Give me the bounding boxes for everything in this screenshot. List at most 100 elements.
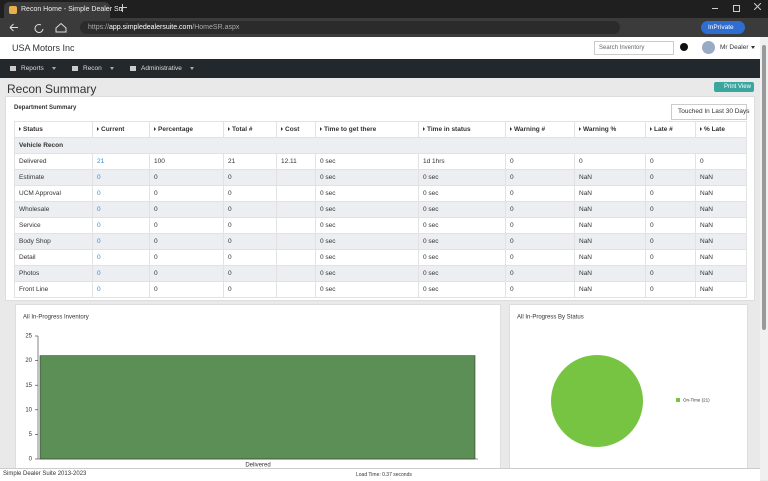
cell-text: Body Shop <box>19 238 51 245</box>
cell-text: 0 <box>700 158 704 165</box>
new-tab[interactable] <box>119 4 127 12</box>
table-cell: NaN <box>574 265 646 282</box>
cell-text: NaN <box>700 270 714 277</box>
url-scheme: https:// <box>88 24 110 31</box>
current-link[interactable]: 0 <box>97 286 101 293</box>
cell-text: 0 <box>228 238 232 245</box>
scrollbar[interactable] <box>760 37 768 480</box>
table-cell: 0 <box>223 265 277 282</box>
column-header[interactable]: % Late <box>695 121 747 138</box>
cell-text: 0 sec <box>320 238 336 245</box>
x-tick-label: Delivered <box>245 463 270 469</box>
cell-text: 0 <box>154 238 158 245</box>
cell-text: Estimate <box>19 174 45 181</box>
help-icon[interactable] <box>680 43 688 51</box>
table-cell: 0 <box>223 169 277 186</box>
cell-text: 0 <box>650 238 654 245</box>
close[interactable] <box>753 2 762 12</box>
current-link[interactable]: 0 <box>97 222 101 229</box>
cell-text: 0 sec <box>423 174 439 181</box>
caret <box>109 66 114 70</box>
user-menu[interactable]: Mr Dealer <box>720 44 755 51</box>
tab-title: Recon Home - Simple Dealer Su <box>21 6 123 13</box>
scroll-thumb[interactable] <box>762 45 766 330</box>
table-cell: NaN <box>695 169 747 186</box>
cell-text: 0 <box>510 270 514 277</box>
search-input[interactable]: Search Inventory <box>594 41 674 55</box>
cell-text: 0 sec <box>423 254 439 261</box>
cell-text: NaN <box>579 270 593 277</box>
nav-item[interactable]: Recon <box>72 65 114 72</box>
cell-text: 0 sec <box>423 222 439 229</box>
cell-text: 0 sec <box>423 238 439 245</box>
current-link[interactable]: 21 <box>97 158 105 165</box>
cell-text: 0 <box>510 286 514 293</box>
cell-text: 0 <box>510 238 514 245</box>
column-label: Total # <box>228 126 252 133</box>
y-tick-label: 20 <box>25 358 32 364</box>
table-row: Wholesale 0 0 0 0 sec 0 sec 0 NaN 0 NaN <box>14 201 747 218</box>
current-link[interactable]: 0 <box>97 190 101 197</box>
inprivate-badge[interactable]: InPrivate <box>701 21 745 34</box>
minimize[interactable] <box>712 8 718 9</box>
table-cell <box>276 201 316 218</box>
user-name: Mr Dealer <box>720 44 749 51</box>
cell-text: NaN <box>700 174 714 181</box>
company-name[interactable]: USA Motors Inc <box>12 43 75 53</box>
cell-text: 0 <box>228 270 232 277</box>
cell-text: NaN <box>700 238 714 245</box>
cell-text: 0 sec <box>320 206 336 213</box>
cell-text: 0 <box>154 222 158 229</box>
table-cell: 0 <box>223 281 277 298</box>
browser-tab[interactable]: Recon Home - Simple Dealer Su <box>4 2 123 18</box>
cell-text: 0 <box>650 174 654 181</box>
current-link[interactable]: 0 <box>97 270 101 277</box>
cell-text: 0 sec <box>320 158 336 165</box>
cell-text: 0 <box>650 206 654 213</box>
table-row: Detail 0 0 0 0 sec 0 sec 0 NaN 0 NaN <box>14 249 747 266</box>
table-cell: Body Shop <box>14 233 93 250</box>
maximize[interactable] <box>733 5 740 12</box>
column-label: Percentage <box>154 126 193 133</box>
table-cell: NaN <box>695 281 747 298</box>
address-bar[interactable]: https://app.simpledealersuite.com/HomeSR… <box>80 21 620 34</box>
column-label: Time to get there <box>320 126 376 133</box>
cell-text: 0 <box>228 174 232 181</box>
cell-text: Photos <box>19 270 40 277</box>
url-path: /HomeSR.aspx <box>192 24 240 31</box>
print-button[interactable]: Print View <box>714 82 754 92</box>
cell-text: 0 <box>650 158 654 165</box>
column-label: Late # <box>650 126 673 133</box>
cell-text: 0 <box>579 158 583 165</box>
current-link[interactable]: 0 <box>97 238 101 245</box>
cell-text: 0 <box>154 254 158 261</box>
table-cell: 0 <box>505 201 575 218</box>
column-label: % Late <box>700 126 725 133</box>
column-label: Warning # <box>510 126 545 133</box>
y-tick-label: 25 <box>25 334 32 340</box>
filter-label: Touched In Last 30 Days <box>678 108 750 115</box>
table-cell: 0 <box>92 169 150 186</box>
cell-text: NaN <box>579 174 593 181</box>
y-tick-label: 10 <box>25 407 32 413</box>
current-link[interactable]: 0 <box>97 254 101 261</box>
current-link[interactable]: 0 <box>97 206 101 213</box>
header-row: Status Current Percentage Total # Cost Time t… <box>14 121 747 138</box>
chart-title: All In-Progress By Status <box>517 315 584 321</box>
nav-bar: Reports Recon Administrative <box>0 59 760 78</box>
cell-text: 0 <box>228 222 232 229</box>
user-avatar[interactable] <box>702 41 715 54</box>
caret <box>51 66 56 70</box>
nav-icon <box>130 65 136 71</box>
nav-item[interactable]: Administrative <box>130 65 194 72</box>
close-icon <box>753 2 762 11</box>
cell-text: 0 sec <box>423 206 439 213</box>
nav-item[interactable]: Reports <box>10 65 56 72</box>
filter-button[interactable]: Touched In Last 30 Days <box>671 104 750 120</box>
nav-buttons[interactable] <box>8 22 68 33</box>
current-link[interactable]: 0 <box>97 174 101 181</box>
cell-text: 0 sec <box>320 190 336 197</box>
table-cell: 0 <box>505 265 575 282</box>
cell-text: 0 <box>228 286 232 293</box>
cell-text: 0 <box>650 222 654 229</box>
